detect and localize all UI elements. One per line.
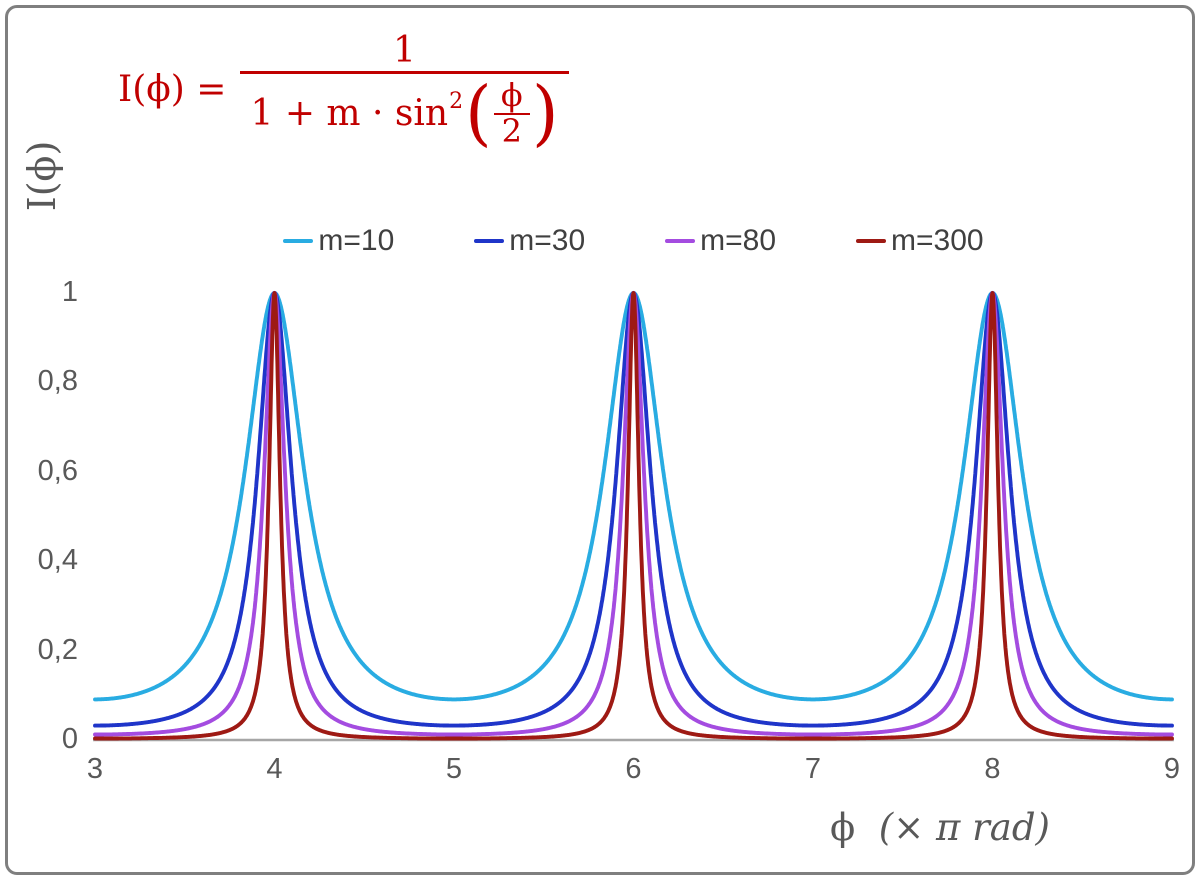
legend-label: m=80 bbox=[700, 224, 777, 257]
legend-color-dash bbox=[856, 239, 887, 243]
formula-inner-fraction: ϕ 2 bbox=[493, 76, 530, 149]
x-axis-title-unit: (× π rad) bbox=[878, 806, 1050, 849]
y-tick-label: 1 bbox=[61, 276, 78, 308]
legend-color-dash bbox=[665, 239, 696, 243]
formula-lhs: I(ϕ) = bbox=[118, 68, 227, 110]
x-tick-label: 8 bbox=[984, 753, 1001, 785]
x-tick-label: 9 bbox=[1163, 753, 1181, 785]
open-paren: ( bbox=[465, 71, 492, 155]
legend-item-m=10: m=10 bbox=[283, 224, 394, 258]
x-tick-label: 7 bbox=[804, 753, 822, 785]
x-axis-title-symbol: ϕ bbox=[830, 806, 856, 849]
x-tick-label: 6 bbox=[625, 753, 642, 785]
y-tick-label: 0,2 bbox=[37, 633, 78, 666]
legend-label: m=30 bbox=[509, 224, 586, 257]
legend-item-m=30: m=30 bbox=[474, 224, 585, 258]
series-curve-m=300 bbox=[93, 291, 1174, 741]
y-tick-label: 0 bbox=[61, 723, 78, 755]
formula-inner-denominator: 2 bbox=[493, 112, 530, 149]
legend-color-dash bbox=[283, 239, 314, 243]
formula-annotation: I(ϕ) = 1 1 + m · sin 2 ( ϕ 2 ) bbox=[118, 30, 569, 149]
y-tick-label: 0,6 bbox=[37, 454, 78, 487]
legend-label: m=300 bbox=[891, 224, 984, 257]
legend-item-m=300: m=300 bbox=[856, 224, 984, 258]
y-tick-label: 0,4 bbox=[37, 544, 78, 577]
legend-color-dash bbox=[474, 239, 505, 243]
close-paren: ) bbox=[531, 71, 559, 155]
series-curve-m=30 bbox=[93, 291, 1174, 728]
legend-item-m=80: m=80 bbox=[665, 224, 776, 258]
y-tick-label: 0,8 bbox=[37, 365, 78, 398]
x-tick-label: 3 bbox=[86, 753, 104, 785]
formula-numerator: 1 bbox=[393, 30, 416, 71]
formula-denominator: 1 + m · sin 2 ( ϕ 2 ) bbox=[240, 71, 569, 155]
series-curve-m=80 bbox=[93, 291, 1174, 737]
x-tick-label: 4 bbox=[266, 753, 283, 785]
legend-label: m=10 bbox=[318, 224, 395, 257]
formula-inner-numerator: ϕ bbox=[500, 76, 523, 115]
x-tick-label: 5 bbox=[445, 753, 463, 785]
formula-fraction: 1 1 + m · sin 2 ( ϕ 2 ) bbox=[240, 30, 569, 155]
formula-denominator-text: 1 + m · sin bbox=[250, 92, 449, 134]
x-axis-title: ϕ (× π rad) bbox=[760, 806, 1120, 849]
y-axis-title: I(ϕ) bbox=[20, 140, 64, 212]
legend: m=10 m=30 m=80 m=300 bbox=[95, 224, 1172, 258]
